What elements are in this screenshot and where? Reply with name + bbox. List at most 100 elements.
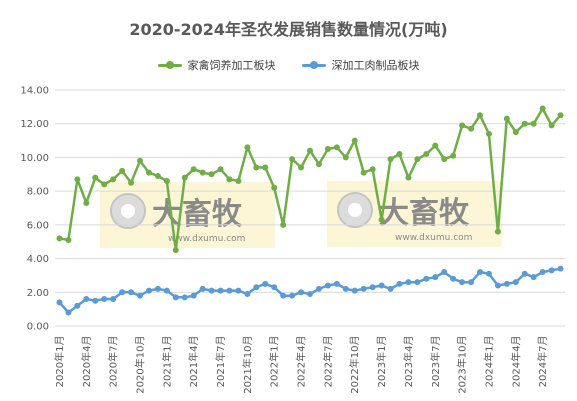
data-point-meat-products <box>324 282 331 289</box>
watermark-logo-center <box>348 203 362 217</box>
data-point-meat-products <box>351 287 358 294</box>
data-point-poultry <box>324 146 331 152</box>
data-point-poultry <box>181 174 188 181</box>
data-point-meat-products <box>289 292 296 299</box>
data-point-meat-products <box>441 269 448 276</box>
data-point-poultry <box>154 172 161 179</box>
data-point-meat-products <box>154 285 161 292</box>
y-tick-label: 12.00 <box>20 119 49 130</box>
data-point-meat-products <box>110 296 117 303</box>
x-tick-label: 2021年7月 <box>214 336 227 388</box>
data-point-meat-products <box>128 289 135 296</box>
y-tick-label: 6.00 <box>27 220 49 231</box>
data-point-meat-products <box>280 292 287 299</box>
data-point-meat-products <box>137 292 143 299</box>
data-point-meat-products <box>74 302 81 309</box>
data-point-poultry <box>280 221 287 228</box>
data-point-meat-products <box>253 284 260 291</box>
data-point-poultry <box>128 179 135 186</box>
data-point-poultry <box>253 164 260 171</box>
x-tick-label: 2020年4月 <box>80 336 93 388</box>
data-point-meat-products <box>244 290 251 297</box>
data-point-poultry <box>74 176 81 183</box>
data-point-meat-products <box>405 279 412 286</box>
data-point-poultry <box>548 122 555 129</box>
data-point-poultry <box>244 144 251 151</box>
watermark-logo-center <box>121 204 135 218</box>
data-point-poultry <box>387 156 394 163</box>
chart-legend: 家禽饲养加工板块 深加工肉制品板块 <box>0 57 577 73</box>
watermark-url: www.dxumu.com <box>395 233 472 243</box>
data-point-poultry <box>190 166 197 173</box>
x-tick-label: 2021年10月 <box>241 336 254 394</box>
y-tick-label: 8.00 <box>27 187 49 198</box>
data-point-meat-products <box>119 289 126 296</box>
data-point-meat-products <box>92 297 99 304</box>
data-point-poultry <box>494 228 501 235</box>
data-point-poultry <box>110 176 117 183</box>
data-point-poultry <box>119 167 126 174</box>
data-point-poultry <box>485 130 492 137</box>
data-point-meat-products <box>262 280 269 287</box>
data-point-meat-products <box>485 270 492 277</box>
data-point-poultry <box>414 156 421 163</box>
x-tick-label: 2024年1月 <box>482 336 495 388</box>
data-point-meat-products <box>226 287 233 294</box>
data-point-poultry <box>172 247 179 254</box>
data-point-poultry <box>557 112 564 119</box>
data-point-poultry <box>333 144 340 151</box>
data-point-meat-products <box>503 280 510 287</box>
data-point-poultry <box>235 178 242 185</box>
data-point-poultry <box>271 184 278 191</box>
data-point-poultry <box>512 129 519 136</box>
data-point-poultry <box>477 112 483 119</box>
data-point-meat-products <box>477 269 483 276</box>
data-point-poultry <box>307 147 313 154</box>
watermark-brand: 大畜牧 <box>152 197 243 232</box>
data-point-meat-products <box>387 285 394 292</box>
y-tick-label: 10.00 <box>20 153 49 164</box>
data-point-poultry <box>342 154 349 161</box>
data-point-poultry <box>101 181 108 188</box>
x-tick-label: 2022年10月 <box>348 336 361 394</box>
data-point-meat-products <box>199 285 206 292</box>
data-point-poultry <box>137 157 143 164</box>
data-point-meat-products <box>539 269 546 276</box>
data-point-meat-products <box>378 282 385 289</box>
x-tick-label: 2021年1月 <box>160 336 173 388</box>
data-point-meat-products <box>315 285 322 292</box>
data-point-meat-products <box>459 279 466 286</box>
data-point-poultry <box>262 164 269 171</box>
data-point-meat-products <box>468 279 475 286</box>
data-point-poultry <box>226 176 233 183</box>
x-tick-label: 2022年4月 <box>295 336 308 388</box>
data-point-poultry <box>432 142 439 149</box>
data-point-poultry <box>405 174 412 181</box>
data-point-meat-products <box>360 285 367 292</box>
data-point-meat-products <box>432 274 439 281</box>
data-point-meat-products <box>208 287 215 294</box>
data-point-poultry <box>503 115 510 122</box>
data-point-meat-products <box>271 284 278 291</box>
data-point-meat-products <box>512 279 519 286</box>
data-point-meat-products <box>163 287 170 294</box>
data-point-meat-products <box>333 280 340 287</box>
x-tick-label: 2023年4月 <box>402 336 415 388</box>
data-point-meat-products <box>423 275 430 282</box>
y-tick-label: 14.00 <box>20 86 49 97</box>
data-point-poultry <box>56 235 63 242</box>
data-point-meat-products <box>190 292 197 299</box>
data-point-meat-products <box>181 294 188 301</box>
data-point-meat-products <box>65 309 72 316</box>
data-point-poultry <box>163 178 170 185</box>
legend-item-poultry: 家禽饲养加工板块 <box>157 57 276 73</box>
data-point-poultry <box>65 237 72 244</box>
chart-title: 2020-2024年圣农发展销售数量情况(万吨) <box>129 20 448 39</box>
data-point-poultry <box>459 122 466 129</box>
watermark-brand: 大畜牧 <box>379 196 470 231</box>
x-tick-label: 2022年1月 <box>268 336 281 388</box>
data-point-meat-products <box>521 270 528 277</box>
x-tick-label: 2023年1月 <box>375 336 388 388</box>
x-tick-label: 2024年4月 <box>509 336 522 388</box>
data-point-poultry <box>92 174 99 181</box>
